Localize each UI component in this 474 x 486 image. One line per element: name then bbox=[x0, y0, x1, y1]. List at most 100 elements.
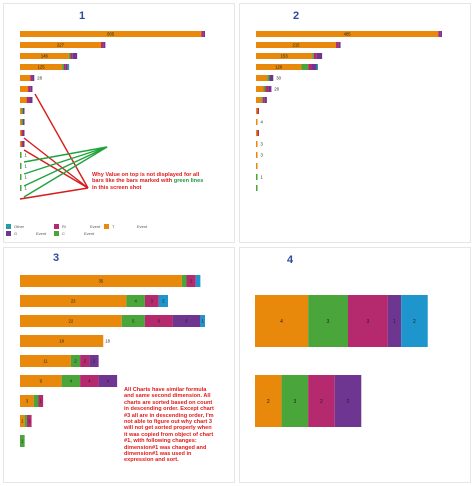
chart-4-bar-2-segment-4 bbox=[334, 375, 362, 427]
annotation-red-line-1 bbox=[34, 93, 89, 189]
chart-1-bar-6-segment-3 bbox=[30, 86, 33, 92]
chart-2-bar-14-segment-1 bbox=[256, 174, 258, 180]
chart-3-bar-7-segment-3-label: 1 bbox=[40, 399, 43, 404]
chart-2-bar-1-segment-1 bbox=[256, 31, 439, 37]
chart-3-bar-4-segment-1-label: 18 bbox=[59, 339, 64, 344]
chart-2-bar-6-segment-4 bbox=[268, 86, 272, 92]
chart-3-bar-5-segment-3 bbox=[80, 355, 90, 367]
chart-1-bar-4-segment-4 bbox=[65, 64, 68, 70]
chart-1-bar-15-value-label: 1 bbox=[25, 186, 28, 191]
chart-3-bar-3-segment-5 bbox=[200, 315, 205, 327]
legend-swatch-ri bbox=[54, 224, 59, 230]
chart-1-bar-4-segment-3 bbox=[63, 64, 66, 70]
chart-3-bar-5-segment-4-label: 2 bbox=[93, 359, 96, 364]
annotation-red-line-4 bbox=[19, 187, 89, 200]
chart-1-legend: Other Ri Event T Event G Event C Event bbox=[6, 224, 156, 238]
chart-2-bar-10-segment-1 bbox=[256, 130, 258, 136]
chart-1-bar-4-segment-5 bbox=[67, 64, 70, 70]
chart-2-bar-2-segment-1 bbox=[256, 42, 337, 48]
chart-2-bar-2-segment-2 bbox=[336, 42, 339, 48]
chart-2-bar-4-value-label: 126 bbox=[275, 65, 283, 70]
chart-2-bar-9-value-label: 4 bbox=[261, 120, 264, 125]
legend-item-event-3: Event bbox=[36, 231, 47, 236]
chart-1-bar-9-segment-3 bbox=[23, 119, 25, 125]
chart-2-bar-5-value-label: 30 bbox=[276, 76, 281, 81]
chart-3-bar-5-segment-4 bbox=[89, 355, 99, 367]
chart-4-bar-1-segment-5-label: 2 bbox=[413, 319, 416, 325]
chart-2-bar-11-value-label: 3 bbox=[261, 142, 264, 147]
chart-1-bar-2-segment-1 bbox=[20, 42, 101, 48]
panel-1-number: 1 bbox=[79, 10, 86, 22]
chart-1-bar-7-segment-2 bbox=[26, 97, 30, 103]
chart-3-bar-1-segment-1-label: 35 bbox=[99, 279, 104, 284]
legend-swatch-other bbox=[6, 224, 11, 230]
chart-1-bar-10-segment-2 bbox=[21, 130, 23, 136]
chart-2-bar-6-segment-1 bbox=[256, 86, 264, 92]
chart-4-bar-2-segment-3-label: 2 bbox=[320, 399, 323, 405]
chart-2-bar-15-segment-1 bbox=[256, 185, 258, 191]
chart-3-annotation: All Charts have similar formula and same… bbox=[124, 387, 214, 464]
chart-1-bar-4-value-label: 125 bbox=[38, 65, 46, 70]
chart-3-bar-2-segment-1 bbox=[20, 295, 127, 307]
chart-3-bar-6-segment-3 bbox=[80, 375, 99, 387]
chart-2-bar-4-segment-4 bbox=[311, 64, 317, 70]
chart-2-bar-8-segment-2 bbox=[257, 108, 260, 114]
chart-1-bar-5-segment-1 bbox=[20, 75, 31, 81]
chart-1-bar-9-segment-2 bbox=[21, 119, 23, 125]
legend-item-event-2: Event bbox=[137, 224, 148, 229]
chart-3-bar-7-segment-2 bbox=[33, 395, 39, 407]
chart-1-bar-13-value-label: 1 bbox=[25, 164, 28, 169]
chart-3-bar-1-segment-4 bbox=[195, 275, 201, 287]
chart-2-bar-7-segment-4 bbox=[264, 97, 267, 103]
chart-3-bar-6-segment-1 bbox=[20, 375, 62, 387]
chart-3-bar-6-segment-4 bbox=[98, 375, 118, 387]
chart-2-bar-5-segment-2 bbox=[267, 75, 270, 81]
chart-3-bar-9-segment-1-label: 1 bbox=[21, 439, 24, 444]
chart-2-bar-12-value-label: 3 bbox=[261, 153, 264, 158]
chart-3-bar-3-segment-3-label: 6 bbox=[158, 319, 161, 324]
chart-2-bar-4-segment-3 bbox=[308, 64, 312, 70]
chart-1-bar-11-segment-2 bbox=[21, 141, 23, 147]
panel-2-number: 2 bbox=[293, 10, 300, 22]
chart-2-bar-9-segment-1 bbox=[256, 119, 258, 125]
chart-1-bar-6-segment-2 bbox=[28, 86, 31, 92]
chart-3-bar-7-segment-3 bbox=[38, 395, 44, 407]
chart-2-bar-1-value-label: 485 bbox=[344, 32, 352, 37]
chart-1-bar-7-segment-1 bbox=[20, 97, 27, 103]
legend-item-t: T bbox=[104, 224, 114, 230]
chart-3-bar-4-segment-1 bbox=[20, 335, 104, 347]
panel-4-number: 4 bbox=[287, 254, 294, 266]
chart-3-bar-3-segment-4 bbox=[172, 315, 201, 327]
chart-2-bar-13-segment-1 bbox=[256, 163, 258, 169]
chart-3-bar-8-segment-1 bbox=[20, 415, 25, 427]
chart-1-bar-7-segment-3 bbox=[29, 97, 33, 103]
legend-item-g: G bbox=[6, 231, 17, 237]
chart-3-bar-5-segment-2 bbox=[70, 355, 81, 367]
chart-3-bar-2-segment-3-label: 3 bbox=[151, 299, 154, 304]
chart-2-bar-14-value-label: 1 bbox=[261, 175, 264, 180]
chart-2-bar-2-value-label: 215 bbox=[293, 43, 301, 48]
chart-4-bar-1-segment-4-label: 1 bbox=[393, 319, 396, 325]
chart-3-bar-3-segment-3 bbox=[144, 315, 173, 327]
chart-1-bar-15-segment-1 bbox=[20, 185, 22, 191]
chart-4-bar-2-segment-3 bbox=[308, 375, 335, 427]
chart-2-bar-3-value-label: 153 bbox=[281, 54, 289, 59]
chart-3-bar-5-segment-1-label: 11 bbox=[43, 359, 48, 364]
chart-4-bar-1-segment-1-label: 4 bbox=[280, 319, 283, 325]
chart-2-bar-4-segment-5 bbox=[316, 64, 318, 70]
chart-2-bar-2-segment-3 bbox=[338, 42, 341, 48]
chart-3-bar-5-segment-2-label: 2 bbox=[74, 359, 77, 364]
chart-3-bar-2-segment-2-label: 4 bbox=[134, 299, 137, 304]
chart-3-bar-2-segment-1-label: 23 bbox=[71, 299, 76, 304]
legend-swatch-g bbox=[6, 231, 11, 237]
annotation-red-line-3 bbox=[23, 149, 89, 189]
panel-3-number: 3 bbox=[53, 252, 60, 264]
chart-2-bar-7-segment-1 bbox=[256, 97, 262, 103]
chart-3-bar-6-segment-2 bbox=[61, 375, 81, 387]
chart-3-bar-2-segment-4 bbox=[158, 295, 168, 307]
chart-4-bar-1-segment-2 bbox=[308, 295, 348, 347]
chart-2-bar-3-segment-2 bbox=[312, 53, 314, 59]
chart-4-bar-2-segment-2-label: 3 bbox=[293, 399, 296, 405]
chart-2-bar-4-segment-1 bbox=[256, 64, 302, 70]
